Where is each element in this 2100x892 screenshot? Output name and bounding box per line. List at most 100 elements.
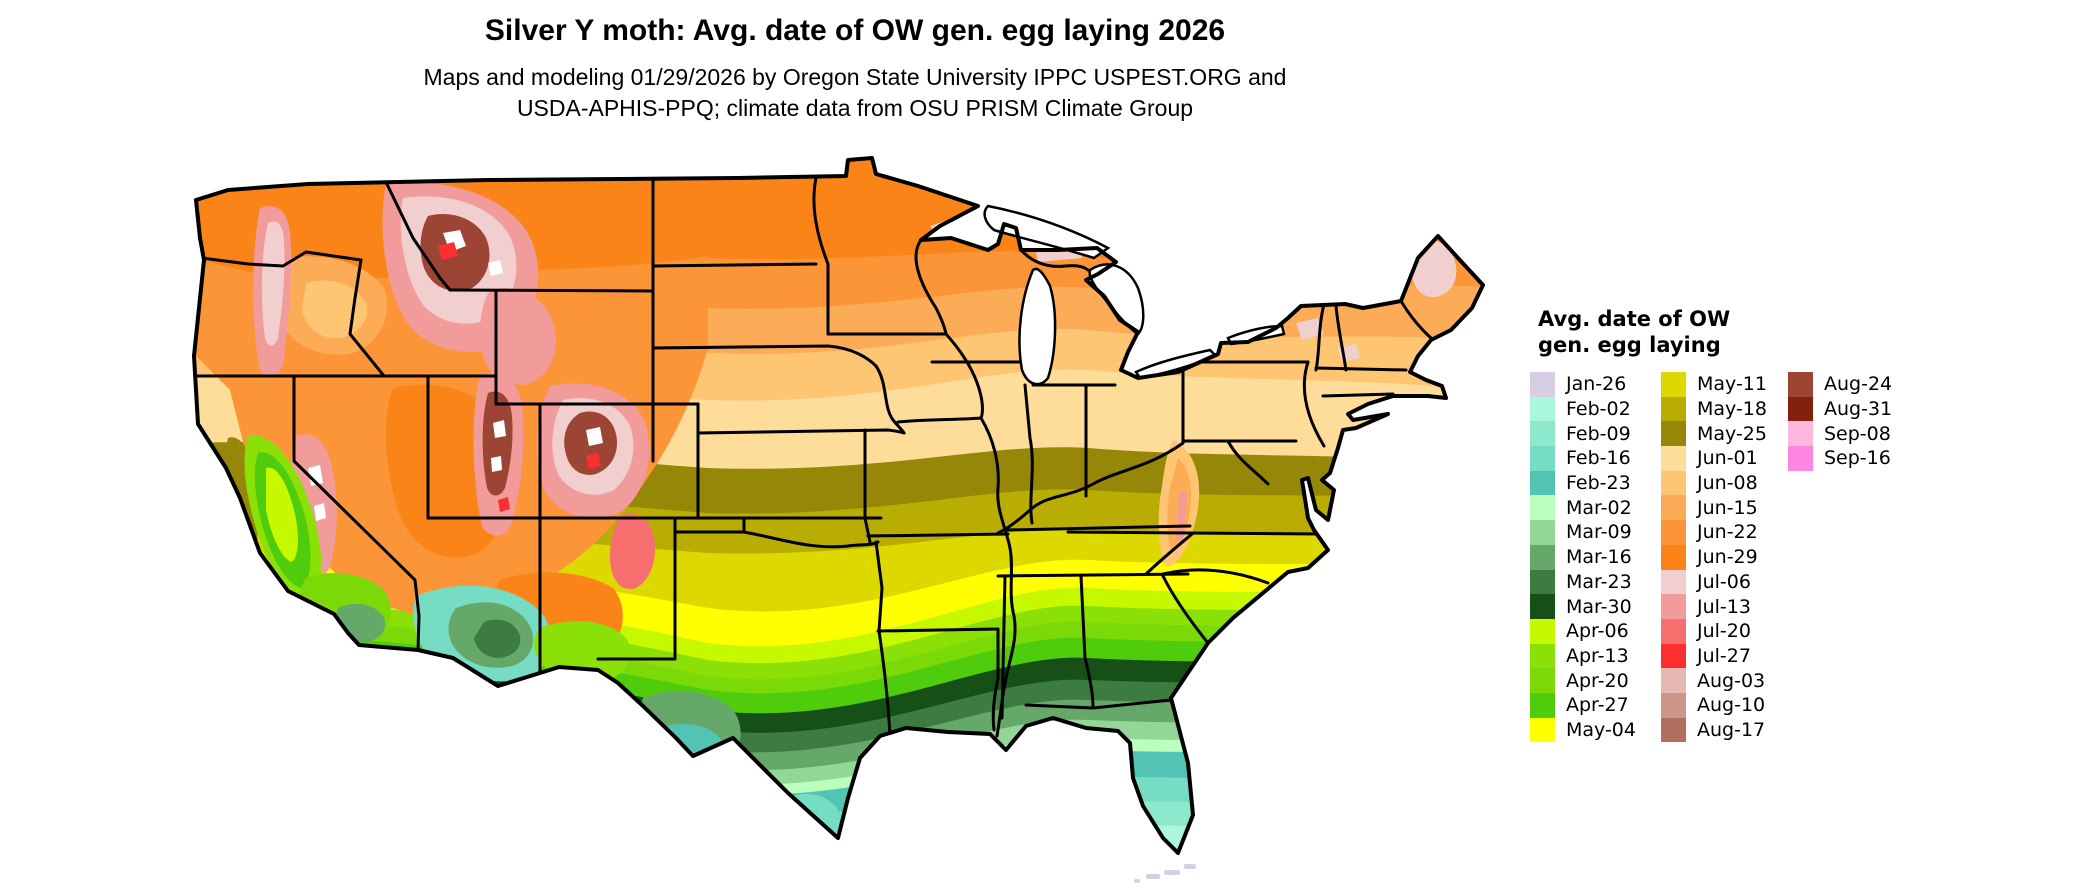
legend-swatch [1788,421,1813,447]
legend-label: Aug-24 [1824,373,1893,396]
legend-item: Apr-06 [1530,618,1636,644]
us-map [188,138,1503,892]
legend-item: Feb-02 [1530,396,1636,422]
legend-swatch [1661,372,1686,397]
legend-label: Aug-17 [1697,718,1766,741]
legend-swatch [1530,495,1555,521]
legend-label: Apr-06 [1566,620,1629,643]
legend-label: Apr-20 [1566,669,1629,692]
legend-swatch [1788,396,1813,422]
legend: Avg. date of OW gen. egg laying [1538,306,1730,358]
legend-item: Aug-17 [1661,717,1767,743]
legend-item: May-11 [1661,372,1767,397]
legend-swatch [1530,396,1555,422]
legend-label: Aug-03 [1697,669,1766,692]
lake-michigan [1018,267,1057,386]
legend-item: Aug-24 [1788,372,1892,397]
legend-swatch [1661,569,1686,595]
legend-label: Jul-20 [1697,620,1751,643]
legend-item: Apr-13 [1530,643,1636,669]
legend-label: Apr-13 [1566,644,1629,667]
legend-swatch [1661,520,1686,545]
legend-item: Jul-13 [1661,594,1767,619]
florida-keys [1134,864,1196,883]
legend-label: May-18 [1697,398,1767,421]
legend-swatch [1661,643,1686,669]
legend-label: Jul-13 [1697,595,1751,618]
legend-label: Feb-23 [1566,472,1631,495]
page-subtitle: Maps and modeling 01/29/2026 by Oregon S… [195,62,1515,124]
legend-swatch [1661,544,1686,570]
legend-swatch [1530,569,1555,595]
legend-label: Mar-16 [1566,546,1632,569]
legend-label: Sep-08 [1824,422,1891,445]
legend-label: Jun-01 [1697,447,1758,470]
legend-swatch [1530,692,1555,718]
legend-item: Mar-16 [1530,544,1636,570]
legend-label: May-04 [1566,718,1636,741]
legend-title: Avg. date of OW gen. egg laying [1538,307,1731,357]
legend-swatch [1661,421,1686,447]
legend-item: May-25 [1661,421,1767,447]
legend-swatch [1530,717,1555,743]
legend-label: Feb-16 [1566,447,1631,470]
legend-label: Feb-02 [1566,398,1631,421]
subtitle-line-2: USDA-APHIS-PPQ; climate data from OSU PR… [516,95,1194,121]
legend-label: Mar-23 [1566,570,1632,593]
legend-swatch [1661,692,1686,718]
legend-swatch [1530,520,1555,545]
legend-swatch [1661,446,1686,471]
legend-item: Mar-09 [1530,520,1636,545]
legend-item: May-18 [1661,396,1767,422]
us-map-svg [192,156,1485,883]
legend-item: Jun-22 [1661,520,1767,545]
legend-label: Jul-27 [1697,644,1751,667]
conus-outline [192,156,1485,855]
legend-item: Aug-31 [1788,396,1893,422]
state-borders [194,176,1433,738]
legend-label: Jan-26 [1566,373,1627,396]
legend-swatch [1530,643,1555,669]
legend-item: Aug-03 [1661,668,1767,693]
legend-item: Jun-15 [1661,495,1767,521]
legend-item: Aug-10 [1661,692,1767,718]
legend-swatch [1530,470,1555,496]
legend-label: Sep-16 [1824,447,1891,470]
legend-item: Jul-27 [1661,643,1767,669]
legend-swatch [1788,372,1813,397]
legend-item: Mar-23 [1530,569,1636,595]
legend-item: Feb-09 [1530,421,1636,447]
legend-swatch [1530,372,1555,397]
legend-swatch [1530,668,1555,693]
legend-item: Feb-23 [1530,470,1636,496]
legend-swatch [1661,668,1686,693]
legend-label: Jun-15 [1697,496,1758,519]
mountain-detail [253,182,1457,590]
legend-swatch [1661,618,1686,644]
legend-swatch [1530,544,1555,570]
legend-label: May-11 [1697,373,1767,396]
legend-label: Feb-09 [1566,422,1631,445]
legend-label: Mar-02 [1566,496,1632,519]
legend-label: Jun-08 [1697,472,1758,495]
legend-swatch [1530,618,1555,644]
legend-swatch [1788,446,1813,471]
legend-label: May-25 [1697,422,1767,445]
legend-label: Mar-30 [1566,595,1632,618]
legend-item: Jun-01 [1661,446,1767,471]
legend-item: Mar-02 [1530,495,1636,521]
page-title: Silver Y moth: Avg. date of OW gen. egg … [484,14,1226,47]
subtitle-line-1: Maps and modeling 01/29/2026 by Oregon S… [423,64,1287,90]
legend-column-2: May-11 May-18 May-25 Jun-01 Jun-08 Jun-15 Jun-… [1661,372,1767,743]
legend-item: Jun-08 [1661,470,1767,496]
title-block: Silver Y moth: Avg. date of OW gen. egg … [195,14,1515,124]
legend-column-1: Jan-26 Feb-02 Feb-09 Feb-16 Feb-23 Mar-02 Mar-… [1530,372,1636,743]
legend-label: Jun-22 [1697,521,1758,544]
legend-item: Feb-16 [1530,446,1636,471]
legend-label: Mar-09 [1566,521,1632,544]
legend-item: Jun-29 [1661,544,1767,570]
legend-label: Jul-06 [1697,570,1751,593]
legend-swatch [1661,495,1686,521]
legend-label: Aug-31 [1824,398,1893,421]
